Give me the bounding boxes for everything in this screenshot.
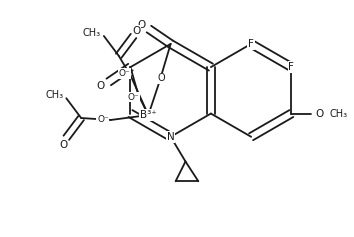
Text: CH₃: CH₃ — [330, 109, 348, 118]
Text: O⁻: O⁻ — [128, 93, 139, 102]
Text: CH₃: CH₃ — [83, 28, 101, 38]
Text: O: O — [132, 26, 141, 36]
Text: F: F — [248, 39, 254, 49]
Text: O⁻: O⁻ — [119, 69, 131, 78]
Text: CH₃: CH₃ — [45, 90, 63, 100]
Text: B³⁺: B³⁺ — [140, 110, 157, 120]
Text: N: N — [167, 132, 175, 142]
Text: F: F — [289, 62, 294, 72]
Text: O: O — [97, 81, 105, 91]
Text: O⁻: O⁻ — [97, 115, 109, 124]
Text: O: O — [315, 109, 323, 118]
Text: O: O — [158, 73, 165, 83]
Text: O: O — [59, 140, 68, 150]
Text: O: O — [137, 20, 145, 30]
